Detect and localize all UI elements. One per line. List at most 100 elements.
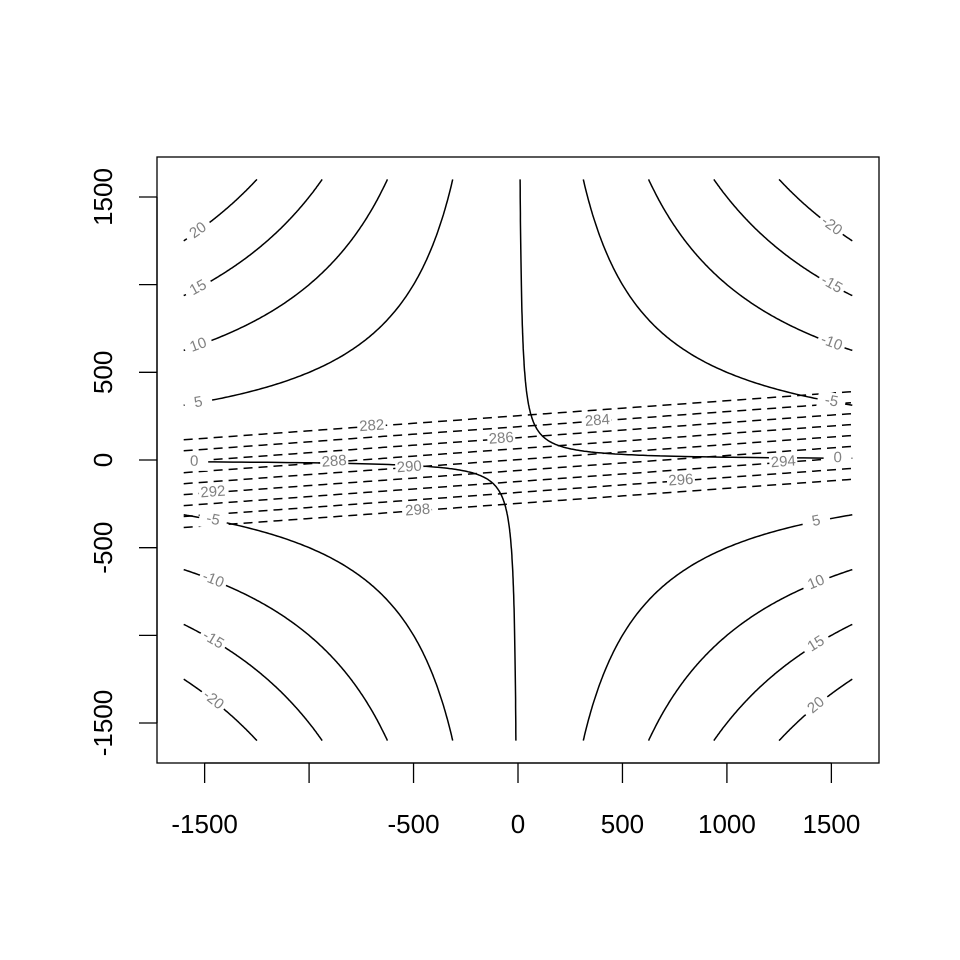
contour-label-text: 15: [187, 276, 210, 299]
contour-label-text: 298: [405, 501, 431, 520]
contour-line: [183, 461, 517, 741]
contour-line: [183, 467, 853, 518]
label-bg: [666, 470, 696, 491]
contour-label-text: 20: [804, 693, 828, 717]
contour-label-text: 294: [770, 452, 796, 471]
label-bg: [181, 215, 215, 247]
contour-label: 0: [180, 452, 209, 471]
contour-line: [647, 568, 853, 741]
contour-label: 15: [799, 629, 833, 660]
label-bg: [814, 210, 848, 242]
label-bg: [582, 410, 612, 431]
contour-line: [183, 401, 853, 452]
label-bg: [182, 332, 215, 359]
contour-line: [183, 434, 853, 485]
contour-label-text: 20: [186, 219, 209, 243]
contour-label: -15: [814, 269, 848, 300]
label-bg: [799, 569, 833, 597]
contour-label: -10: [815, 329, 848, 357]
y-tick-label: 0: [88, 453, 118, 467]
label-bg: [319, 451, 349, 472]
contour-label: 296: [666, 470, 696, 491]
contour-label: -5: [815, 390, 847, 413]
contour-label: 284: [582, 410, 612, 431]
contour-label-text: 0: [190, 453, 198, 470]
contour-line: [183, 478, 853, 529]
contour-label-text: 292: [200, 483, 226, 502]
label-bg: [181, 273, 215, 303]
contour-line: [183, 456, 853, 507]
contour-line: [183, 423, 853, 474]
label-bg: [815, 329, 848, 357]
label-bg: [823, 449, 852, 468]
x-tick-label: 1000: [698, 809, 756, 839]
contour-label: 292: [198, 482, 228, 503]
contour-label: 5: [800, 509, 832, 534]
label-bg: [815, 390, 847, 413]
contour-label: 10: [799, 569, 833, 597]
contour-line: [183, 514, 454, 741]
contour-label-text: -5: [823, 391, 839, 410]
label-bg: [768, 452, 798, 473]
contour-line: [183, 179, 454, 406]
label-bg: [180, 452, 209, 471]
x-tick-label: -1500: [171, 809, 238, 839]
contour-line: [183, 445, 853, 496]
label-bg: [394, 457, 424, 478]
contour-label-text: 10: [805, 571, 827, 593]
label-bg: [799, 689, 833, 722]
contour-label-text: 286: [488, 429, 514, 448]
x-tick-label: 500: [601, 809, 644, 839]
contour-line: [647, 179, 853, 352]
contour-label: 298: [403, 500, 433, 521]
contour-line: [183, 390, 853, 441]
contour-label-text: 0: [833, 449, 841, 466]
label-bg: [198, 482, 228, 503]
label-bg: [196, 684, 230, 716]
contour-label: 0: [823, 449, 852, 468]
contour-label: 282: [357, 416, 387, 437]
y-tick-label: 1500: [88, 168, 118, 226]
contour-label: -5: [197, 508, 229, 532]
contour-label: 294: [768, 452, 798, 473]
contour-label-text: -10: [200, 568, 226, 592]
label-bg: [403, 500, 433, 521]
contour-line: [183, 412, 853, 463]
contour-label-text: 15: [804, 632, 827, 655]
label-bg: [357, 416, 387, 437]
label-bg: [196, 625, 230, 656]
contour-label: 5: [182, 391, 214, 415]
contour-label-text: 290: [396, 457, 422, 476]
contour-labels: -20 -20 -15 -15 -10 -10 -5 -5 0 0 5 5 10 10 15 15 20 20 28…: [180, 210, 852, 722]
contour-label-text: 284: [584, 411, 610, 430]
contour-label-text: 288: [321, 452, 347, 471]
contour-lines: [183, 178, 853, 742]
label-bg: [197, 508, 229, 532]
contour-label-text: 282: [359, 416, 385, 435]
contour-line: [519, 179, 853, 459]
y-tick-label: 500: [88, 351, 118, 394]
contour-label: 10: [182, 332, 215, 359]
contour-line: [183, 179, 323, 297]
label-bg: [800, 509, 832, 534]
contour-line: [582, 514, 853, 741]
contour-label-text: -10: [818, 331, 844, 355]
label-bg: [814, 269, 848, 300]
contour-label-text: 296: [668, 471, 694, 490]
contour-label-text: -5: [205, 510, 221, 529]
contour-label-text: 10: [187, 334, 208, 356]
contour-label: -20: [196, 684, 230, 716]
contour-label: -10: [196, 566, 230, 594]
contour-label-text: 5: [810, 512, 822, 530]
label-bg: [799, 629, 833, 660]
contour-label: -15: [196, 625, 230, 656]
x-tick-label: 0: [511, 809, 525, 839]
contour-label: 20: [181, 215, 215, 247]
contour-label: 286: [486, 428, 516, 449]
label-bg: [486, 428, 516, 449]
contour-line: [183, 179, 389, 352]
contour-label: 288: [319, 451, 349, 472]
y-tick-label: -1500: [88, 690, 118, 757]
contour-line: [582, 179, 853, 406]
